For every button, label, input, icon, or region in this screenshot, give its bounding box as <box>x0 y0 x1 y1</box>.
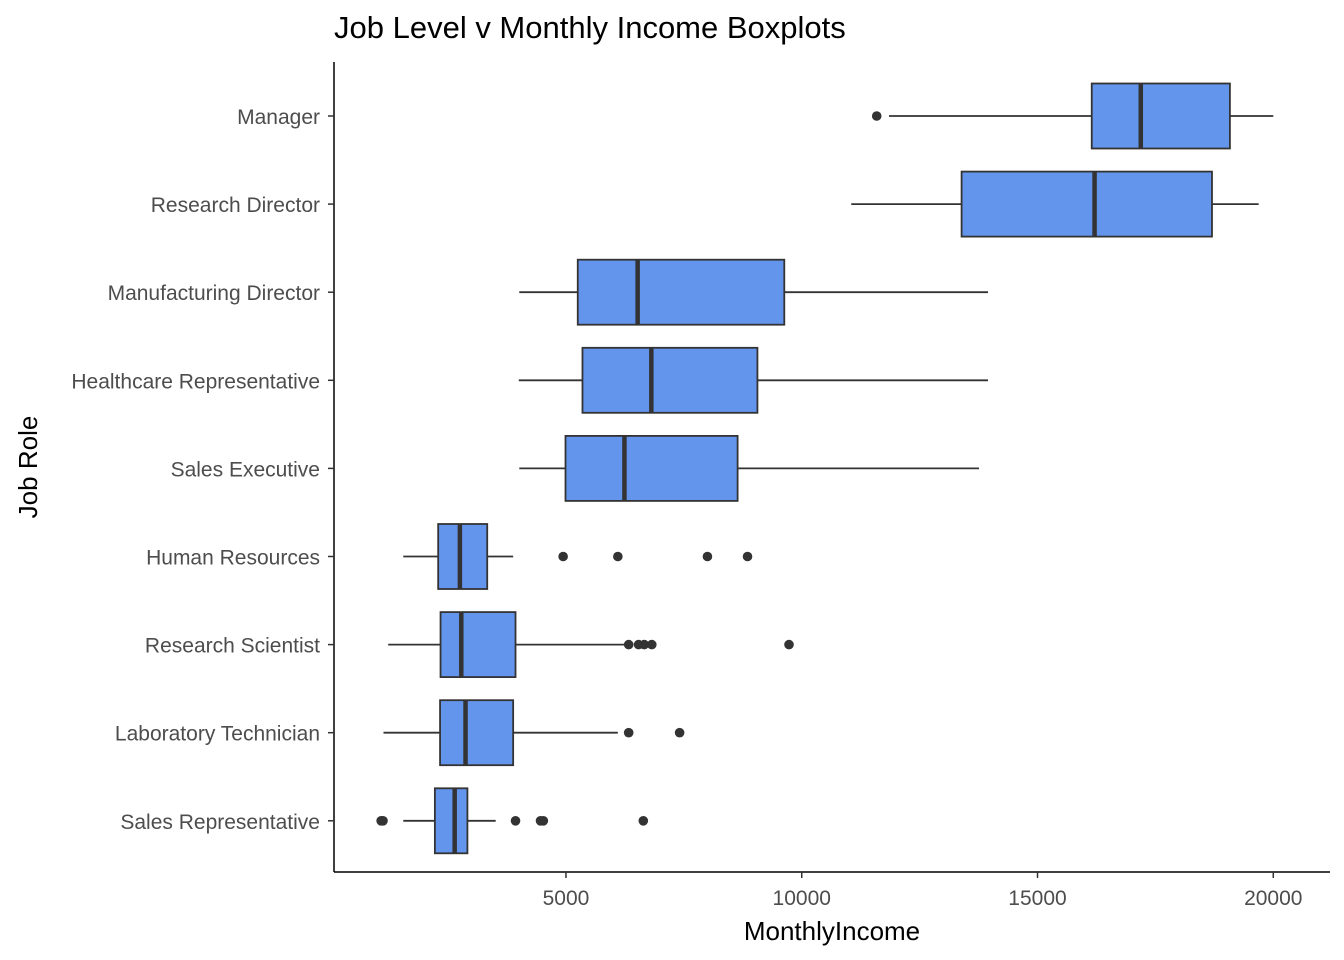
y-tick-label: Sales Executive <box>171 458 320 481</box>
y-axis: Manager Research Director Manufacturing Di… <box>71 62 335 872</box>
box <box>439 699 515 767</box>
outlier-point <box>510 816 521 826</box>
outlier-point <box>623 639 634 650</box>
y-tick-label: Sales Representative <box>120 811 320 834</box>
y-tick-label: Manufacturing Director <box>108 282 320 305</box>
x-axis: 5000 10000 15000 20000 <box>334 871 1330 910</box>
x-tick-label: 5000 <box>543 887 590 910</box>
y-tick-label: Healthcare Representative <box>71 370 320 393</box>
box-group <box>403 523 753 590</box>
y-tick-label: Manager <box>237 106 320 129</box>
outlier-point <box>674 727 685 738</box>
box-group <box>851 170 1259 238</box>
box-group <box>519 434 980 502</box>
y-tick-label: Research Director <box>151 194 320 217</box>
box-group <box>871 82 1274 150</box>
y-tick-label: Laboratory Technician <box>115 723 320 746</box>
outlier-point <box>646 639 657 650</box>
box <box>960 170 1213 238</box>
outlier-point <box>784 639 794 650</box>
outlier-point <box>378 816 388 826</box>
chart-title: Job Level v Monthly Income Boxplots <box>334 10 846 45</box>
box <box>437 523 489 590</box>
box-group <box>518 346 988 414</box>
x-axis-title: MonthlyIncome <box>744 916 920 946</box>
box <box>439 611 517 678</box>
box-group <box>383 699 685 767</box>
box <box>576 258 786 326</box>
y-tick-label: Research Scientist <box>145 635 320 658</box>
outlier-point <box>558 551 568 562</box>
boxes-layer <box>376 82 1274 855</box>
box-group <box>376 787 649 855</box>
y-tick-label: Human Resources <box>146 547 320 570</box>
outlier-point <box>702 551 713 562</box>
outlier-point <box>538 816 549 826</box>
y-axis-title: Job Role <box>13 416 43 519</box>
x-tick-label: 10000 <box>773 887 831 910</box>
outlier-point <box>623 727 634 738</box>
x-tick-label: 20000 <box>1244 887 1302 910</box>
outlier-point <box>638 816 649 826</box>
outlier-point <box>613 551 623 562</box>
outlier-point <box>871 111 882 121</box>
box <box>433 787 469 855</box>
box-group <box>388 611 794 678</box>
box <box>1090 82 1231 150</box>
outlier-point <box>639 639 650 650</box>
outlier-point <box>742 551 753 562</box>
box <box>564 434 739 502</box>
x-tick-label: 15000 <box>1008 887 1066 910</box>
box-group <box>519 258 988 326</box>
box <box>581 346 759 414</box>
